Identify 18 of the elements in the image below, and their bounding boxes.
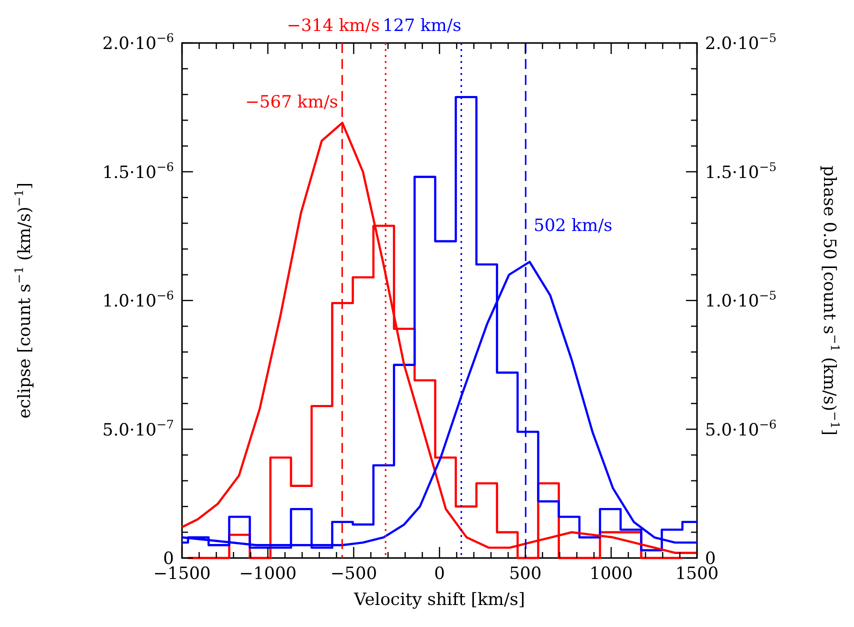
- y2-tick-label: 5.0·10$^{−6}$: [705, 417, 777, 440]
- x-tick-label: 0: [434, 564, 445, 584]
- x-tick-label: −500: [330, 564, 378, 584]
- x-tick-label: 1000: [590, 564, 633, 584]
- ref-line-label: 127 km/s: [382, 16, 462, 36]
- annotation: 502 km/s: [534, 216, 612, 236]
- y2-tick-label: 1.0·10$^{−5}$: [705, 288, 777, 312]
- annotation: −567 km/s: [245, 92, 338, 112]
- y-tick-label: 5.0·10$^{−7}$: [102, 417, 174, 440]
- x-tick-label: −1000: [239, 564, 297, 584]
- y-tick-label: 2.0·10$^{−6}$: [102, 31, 174, 54]
- y2-tick-label: 1.5·10$^{−5}$: [705, 160, 777, 183]
- x-tick-label: 500: [509, 564, 542, 584]
- y-tick-label: 1.5·10$^{−6}$: [102, 160, 174, 183]
- y-tick-label: 1.0·10$^{−6}$: [102, 288, 174, 312]
- y2-tick-label: 2.0·10$^{−5}$: [705, 31, 777, 54]
- ref-line-label: −314 km/s: [286, 16, 380, 36]
- x-axis-title: Velocity shift [km/s]: [352, 590, 526, 610]
